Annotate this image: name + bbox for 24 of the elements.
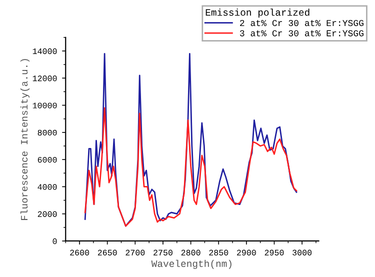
legend-label: 2 at% Cr 30 at% Er:YSGG	[240, 20, 364, 26]
y-tick-label: 8000	[38, 130, 57, 136]
legend-label: 3 at% Cr 30 at% Er:YSGG	[240, 30, 364, 36]
x-tick-label: 2600	[70, 250, 90, 256]
y-tick-label: 10000	[32, 102, 57, 108]
y-tick-label: 6000	[38, 156, 57, 163]
line-series	[84, 52, 298, 227]
x-tick-label: 2900	[237, 250, 256, 256]
x-tick-label: 2650	[98, 250, 117, 256]
x-tick-label: 2850	[209, 250, 228, 256]
x-axis-title: Wavelength(nm)	[151, 260, 232, 269]
x-tick-label: 2750	[154, 250, 172, 256]
y-axis-title: Fluorescence Intensity(a.u.)	[20, 59, 30, 220]
y-tick-label: 14000	[32, 48, 57, 54]
x-tick-label: 3000	[292, 250, 312, 256]
x-tick-label: 2800	[181, 250, 200, 256]
y-tick-label: 2000	[38, 211, 57, 217]
y-tick-label: 12000	[32, 76, 57, 82]
x-tick-label: 2700	[126, 250, 145, 256]
y-tick-label: 0	[52, 238, 57, 244]
y-tick-label: 4000	[38, 184, 57, 190]
line-series	[84, 107, 298, 227]
x-tick-label: 2950	[264, 250, 284, 256]
legend-title: Emission polarized	[206, 8, 310, 18]
